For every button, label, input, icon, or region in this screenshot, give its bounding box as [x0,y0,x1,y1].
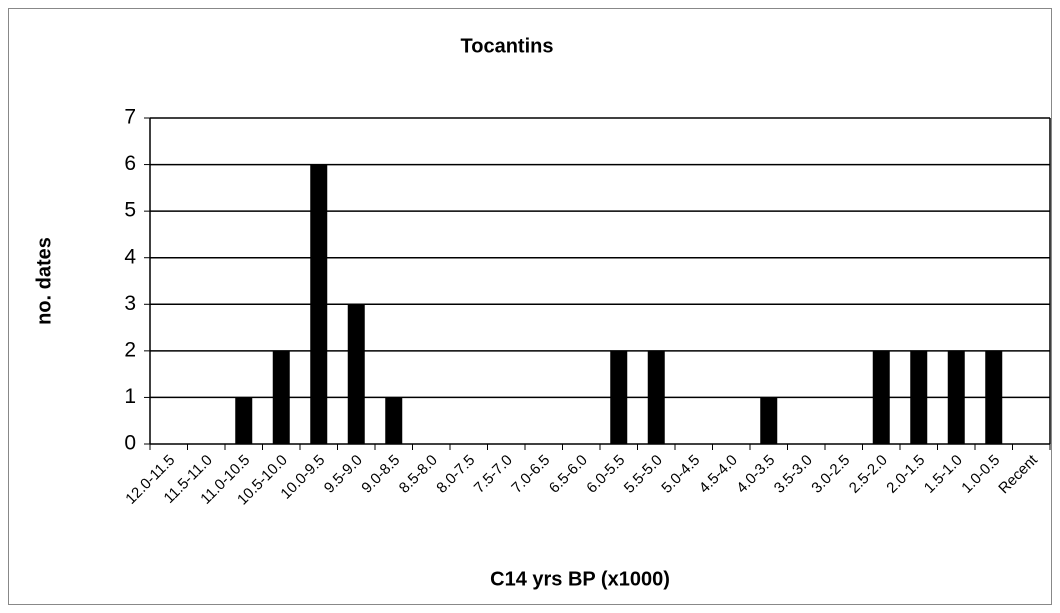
bar [985,350,1003,444]
chart-frame [8,8,1052,605]
bar [910,350,928,444]
chart-title: Tocantins [461,35,554,57]
bar [347,304,365,444]
y-tick-label: 5 [124,199,136,222]
y-tick-label: 1 [124,385,136,408]
bar [235,397,253,444]
bar [947,350,965,444]
bar [610,350,628,444]
bar [872,350,890,444]
bar [760,397,778,444]
y-axis-label: no. dates [33,237,55,325]
bar [647,350,665,444]
bar [385,397,403,444]
y-tick-label: 0 [124,432,136,455]
y-tick-label: 7 [124,106,136,129]
y-tick-label: 2 [124,338,136,361]
y-tick-label: 6 [124,152,136,175]
y-tick-label: 3 [124,292,136,315]
y-tick-label: 4 [124,245,136,268]
bar [310,164,328,445]
x-axis-label: C14 yrs BP (x1000) [490,568,670,590]
bar [272,350,290,444]
